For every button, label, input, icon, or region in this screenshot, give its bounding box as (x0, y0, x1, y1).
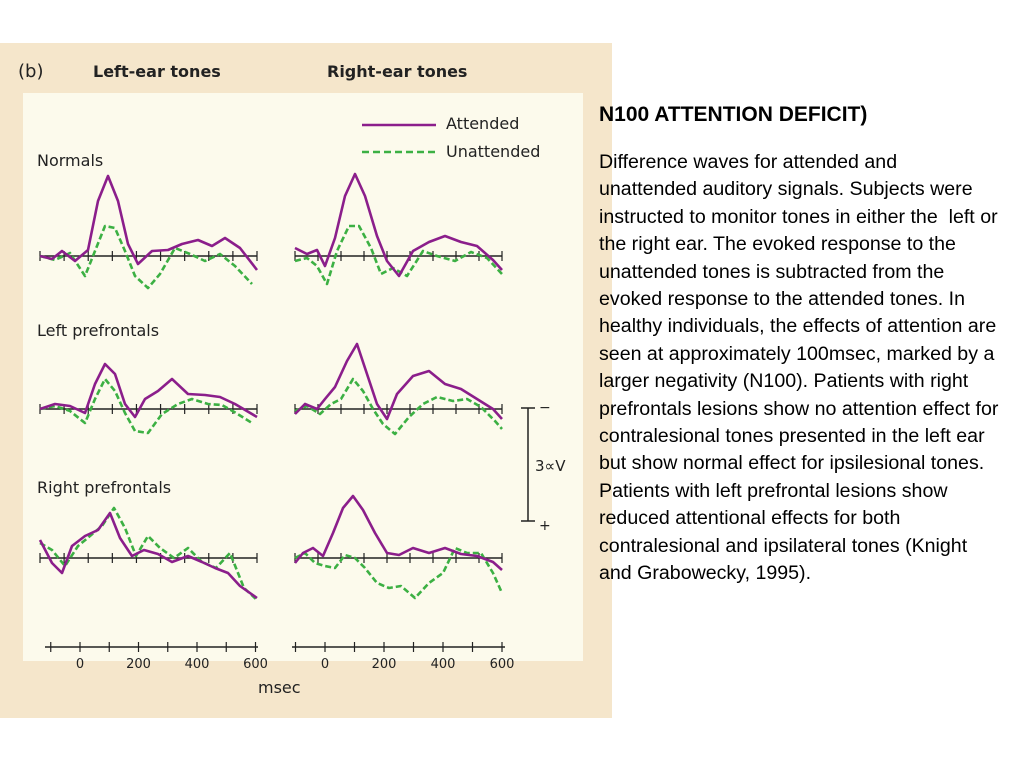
row-label-left-prefrontals: Left prefrontals (37, 321, 159, 340)
x-tick-label: 400 (431, 657, 456, 672)
slide-caption: Difference waves for attended and unatte… (599, 151, 1004, 585)
x-tick-label: 200 (372, 657, 397, 672)
attended-wave (39, 174, 259, 271)
legend-attended-label: Attended (446, 114, 519, 133)
attended-wave (39, 362, 258, 419)
unattended-wave (39, 224, 253, 290)
slide-title: N100 ATTENTION DEFICIT) (599, 103, 868, 126)
panel-waves (294, 172, 503, 286)
row-label-right-prefrontals: Right prefrontals (37, 478, 171, 497)
x-tick-label: 200 (126, 657, 151, 672)
x-axis: 0 200 400 600 (45, 642, 268, 672)
scale-bar: − + 3∝V (521, 400, 566, 534)
x-tick-label: 400 (185, 657, 210, 672)
column-title-left: Left-ear tones (93, 62, 221, 81)
panel-waves (38, 506, 258, 601)
attended-wave (294, 172, 503, 278)
x-axis-label: msec (258, 678, 301, 697)
attended-wave (294, 342, 503, 421)
x-tick-label: 600 (490, 657, 515, 672)
figure-panel: (b) Left-ear tones Right-ear tones Atten… (0, 43, 612, 718)
unattended-wave (294, 546, 504, 600)
scale-bar-plus: + (539, 518, 551, 534)
legend-unattended-label: Unattended (446, 142, 540, 161)
panel-waves (293, 494, 504, 600)
panel-waves (294, 342, 503, 436)
x-axes: 0 200 400 600 0 200 400 600 (45, 642, 514, 672)
panel-waves (39, 362, 258, 435)
erp-figure: (b) Left-ear tones Right-ear tones Atten… (18, 61, 566, 697)
waveform-group (38, 172, 504, 601)
x-axis: 0 200 400 600 (292, 642, 514, 672)
x-tick-label: 0 (321, 657, 329, 672)
row-label-normals: Normals (37, 151, 103, 170)
scale-bar-minus: − (539, 400, 551, 416)
x-tick-label: 600 (243, 657, 268, 672)
attended-wave (38, 511, 258, 600)
column-title-right: Right-ear tones (327, 62, 467, 81)
unattended-wave (294, 224, 503, 286)
panel-waves (39, 174, 259, 290)
scale-bar-label: 3∝V (535, 457, 566, 475)
unattended-wave (39, 506, 258, 601)
attended-wave (293, 494, 503, 571)
unattended-wave (294, 377, 503, 436)
x-tick-label: 0 (76, 657, 84, 672)
panel-label: (b) (18, 61, 43, 82)
